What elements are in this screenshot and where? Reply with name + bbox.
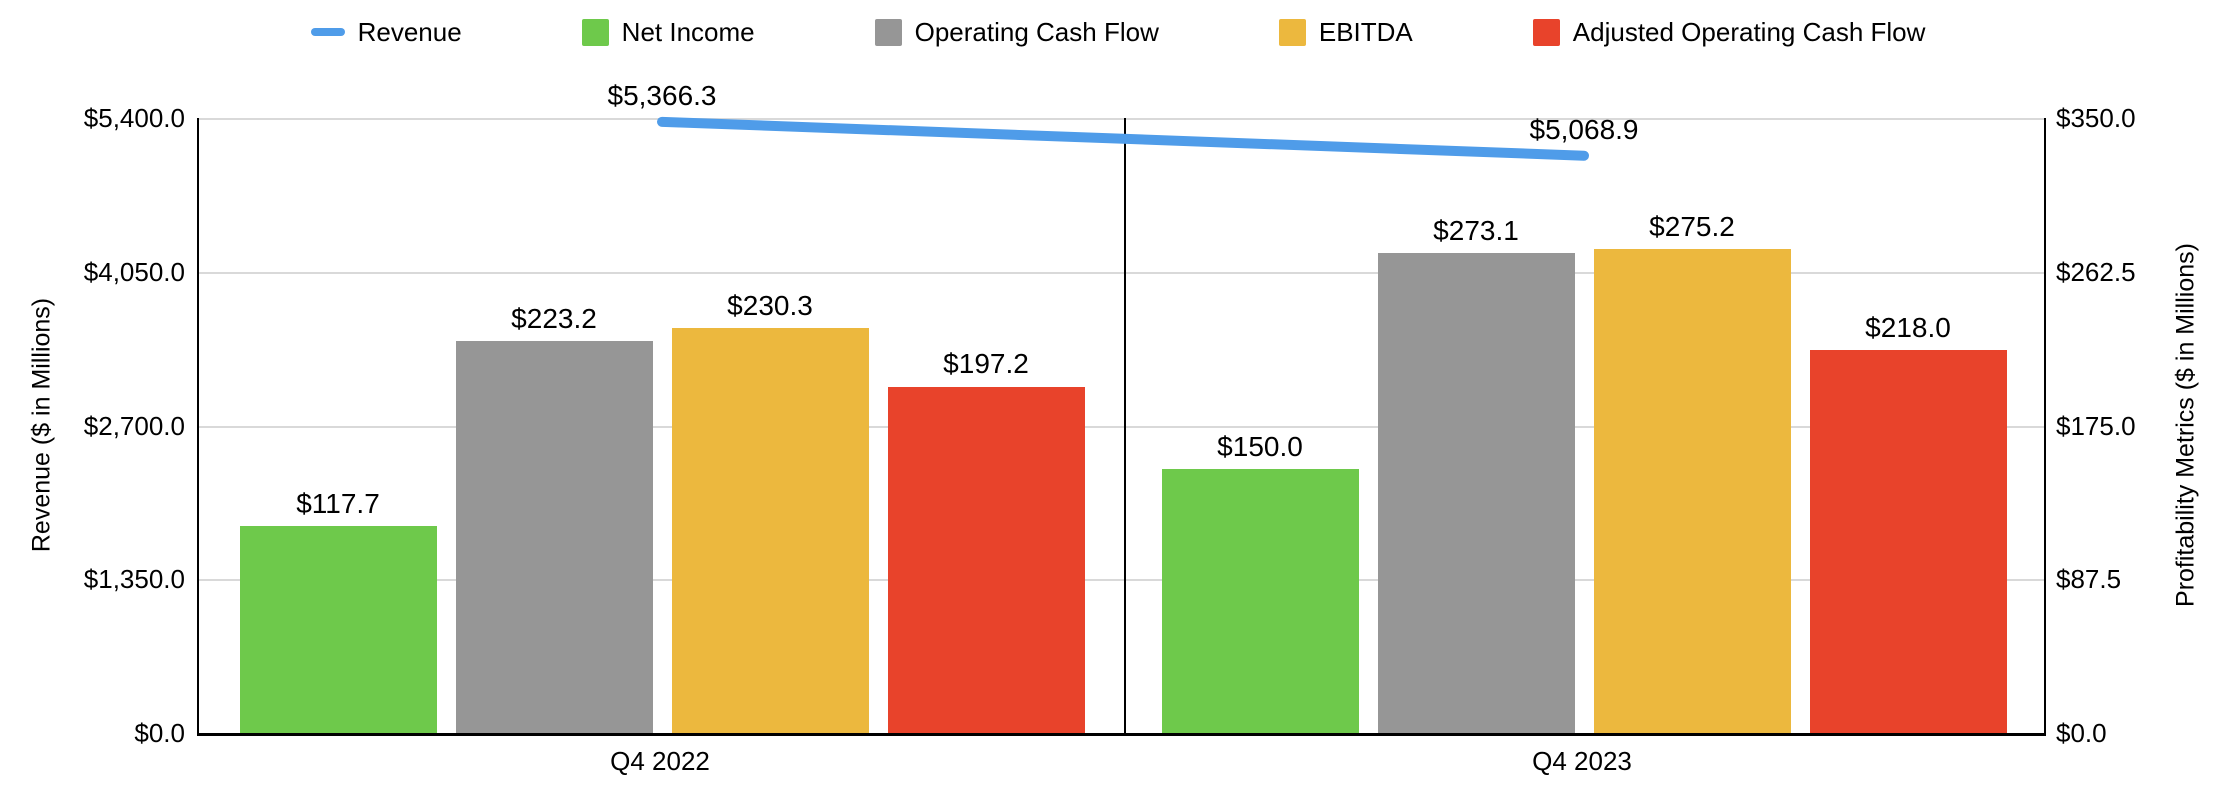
bar-ebitda-q4-2022 — [671, 328, 869, 733]
revenue-line-series — [657, 116, 1589, 161]
gridline — [199, 425, 2044, 428]
plot-area: $117.7 $150.0 $223.2 $273.1 $230.3 $275.2 $197… — [197, 80, 2046, 736]
bar-value-label: $197.2 — [943, 348, 1029, 380]
revenue-point-label: $5,068.9 — [1529, 113, 1639, 145]
right-axis-tick: $350.0 — [2056, 103, 2136, 133]
right-axis-title: Profitability Metrics ($ in Millions) — [2171, 243, 2200, 607]
bar-operating-cash-flow-q4-2022 — [455, 340, 653, 733]
legend-item-operating-cash-flow: Operating Cash Flow — [874, 16, 1159, 48]
legend-item-net-income: Net Income — [581, 16, 755, 48]
left-axis-tick: $0.0 — [134, 718, 185, 748]
right-axis-tick: $0.0 — [2056, 718, 2107, 748]
ebitda-swatch-icon — [1278, 18, 1306, 46]
right-axis-tick: $87.5 — [2056, 564, 2122, 595]
gridline — [199, 579, 2044, 582]
chart-legend: Revenue Net Income Operating Cash Flow E… — [0, 12, 2236, 52]
bar-value-label: $230.3 — [727, 290, 813, 322]
revenue-line-swatch-icon — [310, 28, 345, 36]
right-axis-tick: $262.5 — [2056, 256, 2136, 287]
bar-adjusted-operating-cash-flow-q4-2022 — [887, 386, 1085, 733]
net-income-swatch-icon — [581, 18, 609, 46]
bar-value-label: $218.0 — [1865, 311, 1951, 343]
legend-item-ebitda: EBITDA — [1278, 16, 1413, 48]
left-axis-tick: $1,350.0 — [83, 564, 185, 595]
bar-adjusted-operating-cash-flow-q4-2023 — [1809, 349, 2007, 733]
legend-label: Adjusted Operating Cash Flow — [1572, 16, 1926, 47]
legend-label: Operating Cash Flow — [914, 16, 1159, 47]
adjusted-operating-cash-flow-swatch-icon — [1532, 18, 1560, 46]
legend-label: Revenue — [357, 16, 462, 47]
right-axis-tick: $175.0 — [2056, 410, 2136, 441]
left-axis-tick: $5,400.0 — [83, 103, 185, 133]
left-axis-tick: $2,700.0 — [83, 410, 185, 441]
bar-net-income-q4-2022 — [239, 526, 437, 733]
category-divider-line — [1124, 118, 1126, 733]
bar-ebitda-q4-2023 — [1593, 249, 1791, 733]
legend-item-revenue: Revenue — [310, 16, 462, 48]
bar-value-label: $273.1 — [1433, 215, 1519, 247]
legend-item-adjusted-operating-cash-flow: Adjusted Operating Cash Flow — [1532, 16, 1926, 48]
bar-value-label: $275.2 — [1649, 211, 1735, 243]
bar-value-label: $223.2 — [511, 302, 597, 334]
gridline — [199, 118, 2044, 120]
bar-operating-cash-flow-q4-2023 — [1377, 253, 1575, 733]
revenue-point-label: $5,366.3 — [607, 79, 717, 111]
gridline — [199, 271, 2044, 274]
x-axis-label-q4-2023: Q4 2023 — [1532, 746, 1632, 776]
bar-net-income-q4-2023 — [1161, 469, 1359, 733]
left-axis-tick: $4,050.0 — [83, 256, 185, 287]
x-axis-label-q4-2022: Q4 2022 — [610, 746, 710, 776]
bar-value-label: $117.7 — [296, 488, 380, 520]
bar-value-label: $150.0 — [1217, 431, 1303, 463]
operating-cash-flow-swatch-icon — [874, 18, 902, 46]
revenue-line — [657, 116, 1589, 161]
legend-label: Net Income — [621, 16, 755, 47]
legend-label: EBITDA — [1318, 16, 1413, 47]
